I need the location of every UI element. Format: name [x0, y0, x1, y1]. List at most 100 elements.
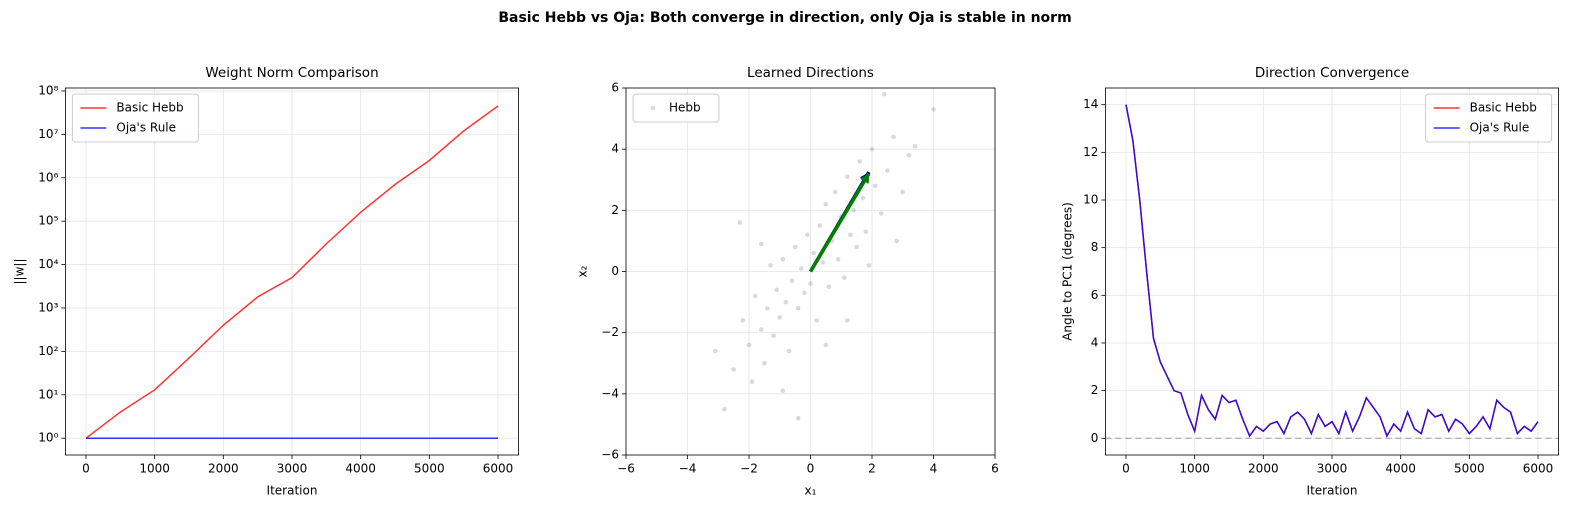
x-tick-label: −2 — [740, 462, 758, 476]
scatter-point — [771, 333, 776, 339]
scatter-point — [759, 241, 764, 247]
scatter-point — [845, 318, 850, 323]
arrow-head — [860, 173, 869, 184]
series-line — [85, 105, 499, 439]
y-tick-label: 2 — [1091, 383, 1099, 397]
legend-marker — [650, 105, 656, 111]
scatter-point — [789, 278, 795, 283]
scatter-point — [857, 159, 862, 164]
x-tick-label: 0 — [82, 462, 90, 476]
scatter-point — [931, 107, 936, 112]
legend-label: Basic Hebb — [1470, 101, 1537, 115]
scatter-point — [783, 299, 789, 305]
y-tick-label: 4 — [1091, 335, 1099, 349]
plot-frame — [65, 87, 520, 456]
x-tick-label: 1000 — [1179, 462, 1210, 476]
scatter-point — [851, 208, 856, 213]
scatter-point — [740, 318, 746, 323]
x-tick-label: 2 — [868, 462, 876, 476]
legend-box — [1425, 93, 1553, 143]
scatter-point — [878, 211, 884, 216]
x-tick-label: 6000 — [1523, 462, 1554, 476]
scatter-point — [737, 220, 743, 225]
scatter-point — [777, 315, 783, 320]
scatter-point — [842, 275, 847, 280]
scatter-point — [854, 244, 859, 250]
x-axis-label: x₁ — [805, 484, 817, 498]
scatter-point — [746, 342, 752, 348]
scatter-point — [848, 232, 853, 238]
scatter-point — [752, 293, 758, 299]
y-tick-label: 10⁰ — [38, 431, 58, 445]
y-tick-label: 10⁸ — [38, 83, 58, 97]
scatter-point — [882, 91, 887, 97]
scatter-point — [811, 250, 816, 256]
y-tick-label: 0 — [1091, 431, 1099, 445]
plot-title: Direction Convergence — [1255, 65, 1409, 81]
scatter-point — [869, 146, 875, 152]
x-axis-label: Iteration — [267, 484, 318, 498]
scatter-point — [912, 143, 918, 149]
scatter-point — [786, 348, 792, 354]
legend-label: Oja's Rule — [1470, 121, 1530, 135]
scatter-point — [832, 189, 838, 195]
scatter-point — [798, 266, 804, 271]
x-tick-label: 2000 — [208, 462, 239, 476]
x-tick-label: 4000 — [345, 462, 376, 476]
figure-title: Basic Hebb vs Oja: Both converge in dire… — [498, 10, 1071, 26]
y-tick-label: 12 — [1083, 145, 1098, 159]
y-tick-label: 4 — [611, 142, 619, 156]
scatter-point — [712, 348, 718, 354]
legend-label: Oja's Rule — [116, 121, 176, 135]
y-tick-label: −2 — [601, 325, 619, 339]
scatter-point — [866, 263, 872, 268]
scatter-point — [759, 327, 764, 332]
x-tick-label: −4 — [679, 462, 697, 476]
y-tick-label: 10³ — [38, 300, 58, 314]
scatter-point — [762, 360, 767, 366]
scatter-point — [823, 201, 829, 207]
scatter-point — [768, 263, 773, 268]
scatter-point — [894, 238, 899, 244]
x-tick-label: −6 — [617, 462, 635, 476]
scatter-point — [872, 183, 878, 189]
y-tick-label: 10⁵ — [38, 214, 58, 228]
scatter-point — [722, 406, 727, 412]
y-tick-label: −4 — [601, 386, 619, 400]
y-tick-label: 10² — [38, 344, 58, 358]
scatter-point — [885, 168, 890, 173]
x-tick-label: 2000 — [1248, 462, 1279, 476]
legend-label: Hebb — [669, 101, 701, 115]
x-tick-label: 6 — [991, 462, 999, 476]
scatter-point — [731, 367, 736, 372]
scatter-point — [863, 229, 869, 235]
scatter-point — [817, 223, 823, 228]
legend-box — [632, 93, 720, 123]
scatter-point — [835, 256, 841, 262]
x-tick-label: 4000 — [1385, 462, 1416, 476]
scatter-point — [860, 195, 866, 201]
y-tick-label: −6 — [601, 448, 619, 462]
scatter-point — [900, 189, 906, 195]
scatter-point — [802, 290, 807, 296]
y-tick-label: 2 — [611, 203, 619, 217]
x-tick-label: 3000 — [1317, 462, 1348, 476]
x-tick-label: 0 — [1122, 462, 1130, 476]
scatter-point — [891, 134, 896, 140]
y-tick-label: 10 — [1083, 193, 1098, 207]
plot-title: Weight Norm Comparison — [205, 65, 378, 81]
scatter-point — [823, 342, 829, 348]
scatter-point — [792, 244, 798, 250]
scatter-point — [780, 256, 786, 262]
x-tick-label: 5000 — [414, 462, 445, 476]
x-tick-label: 4 — [930, 462, 938, 476]
scatter-point — [814, 318, 819, 323]
plot-frame — [1105, 87, 1560, 456]
x-tick-label: 5000 — [1454, 462, 1485, 476]
plot-title: Learned Directions — [747, 65, 874, 81]
scatter-point — [749, 379, 755, 384]
y-tick-label: 10⁶ — [38, 170, 58, 184]
x-tick-label: 6000 — [483, 462, 514, 476]
arrow — [808, 172, 871, 273]
